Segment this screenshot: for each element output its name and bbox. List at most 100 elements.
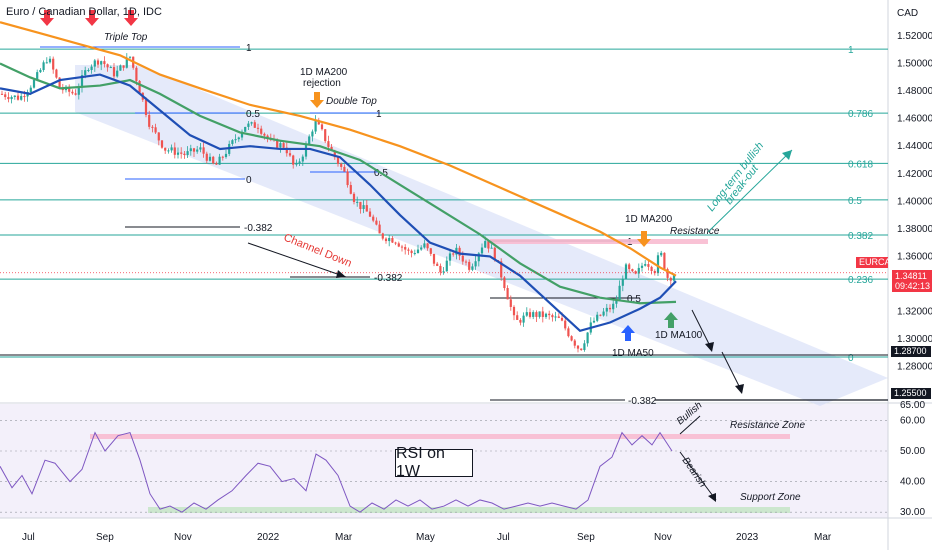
candle-body: [138, 80, 141, 93]
price-badge-text-2: 09:42:13: [895, 281, 930, 291]
price-badge-text-1: 1.34811: [895, 271, 927, 281]
price-tick-3: 1.46000: [897, 114, 932, 125]
candle-body: [208, 156, 212, 161]
time-tick-6: Jul: [497, 532, 510, 543]
candle-body: [356, 201, 359, 203]
fib-label-3: 0.5: [848, 196, 862, 207]
candle-body: [368, 211, 372, 217]
ma50-arrow-head: [621, 325, 635, 333]
fib-label-4: 0.382: [848, 231, 873, 242]
candle-body: [500, 261, 503, 278]
candle-body: [400, 246, 404, 248]
candle-body: [487, 241, 490, 249]
candle-body: [365, 205, 368, 212]
candle-body: [346, 171, 349, 186]
inner-fib-label-8: 0.5: [627, 294, 641, 305]
candle-body: [576, 345, 580, 349]
inner-fib-label-5: -0.382: [244, 223, 273, 234]
rsi-tick-0: 65.00: [900, 400, 925, 411]
candle-body: [557, 316, 560, 318]
candle-body: [167, 150, 170, 152]
candle-body: [426, 243, 429, 249]
candle-body: [573, 340, 576, 346]
ma50-line: [0, 73, 677, 333]
price-badge-text-3: 1.28700: [894, 346, 927, 356]
candle-body: [605, 307, 608, 312]
time-tick-2: Nov: [174, 532, 192, 543]
candle-body: [205, 153, 208, 161]
candle-body: [52, 58, 55, 70]
candle-body: [93, 60, 96, 67]
breakout-arrow-head: [782, 150, 792, 160]
resistance-zone-label: Resistance Zone: [730, 420, 805, 431]
candle-body: [397, 243, 400, 247]
candle-body: [160, 140, 164, 148]
candle-body: [349, 185, 352, 194]
candle-body: [471, 266, 474, 270]
ma50-label: 1D MA50: [612, 348, 654, 359]
candle-body: [423, 243, 426, 248]
candle-body: [36, 72, 39, 80]
price-tick-5: 1.42000: [897, 169, 932, 180]
candle-body: [183, 153, 186, 155]
candle-body: [29, 87, 32, 93]
candle-body: [333, 150, 336, 158]
inner-fib-label-3: 1: [376, 109, 382, 120]
rsi-tick-4: 30.00: [900, 507, 925, 518]
candle-body: [106, 64, 109, 68]
candle-body: [372, 216, 375, 221]
price-tick-11: 1.30000: [897, 334, 932, 345]
candle-body: [621, 278, 624, 286]
candle-body: [608, 307, 612, 310]
candle-body: [135, 67, 138, 81]
candle-body: [480, 247, 484, 254]
candle-body: [170, 147, 173, 151]
candle-body: [592, 320, 596, 323]
candle-body: [359, 201, 362, 210]
candle-body: [583, 343, 586, 350]
candle-body: [212, 156, 215, 164]
candle-body: [164, 147, 167, 151]
candle-body: [96, 60, 100, 65]
projection-arrow-1-head: [705, 342, 714, 352]
candle-body: [298, 161, 301, 163]
candle-body: [503, 277, 506, 289]
currency-label: CAD: [897, 8, 918, 19]
candle-body: [39, 69, 42, 73]
chart-title: Euro / Canadian Dollar, 1D, IDC: [6, 6, 162, 18]
price-badge-3: [891, 346, 931, 357]
candle-body: [196, 149, 199, 152]
rsi-tick-2: 50.00: [900, 446, 925, 457]
candle-body: [634, 271, 637, 274]
price-tick-7: 1.38000: [897, 224, 932, 235]
ma100-arrow-head: [664, 312, 678, 320]
candle-body: [42, 62, 45, 70]
resistance-band: [490, 239, 708, 244]
candle-body: [452, 253, 455, 255]
candle-body: [644, 264, 647, 266]
candle-body: [381, 233, 384, 239]
price-badge-4: [891, 388, 931, 399]
candle-body: [125, 57, 128, 68]
time-tick-0: Jul: [22, 532, 35, 543]
candle-body: [477, 253, 480, 262]
ma200-line: [0, 21, 677, 277]
candle-body: [231, 140, 234, 144]
top-arrow-2-shaft: [89, 10, 95, 18]
candle-body: [308, 136, 311, 145]
candle-body: [180, 152, 183, 154]
candle-body: [192, 148, 196, 152]
candle-body: [45, 62, 48, 64]
fib-label-0: 1: [848, 45, 854, 56]
candle-body: [276, 139, 279, 148]
rsi-tick-1: 60.00: [900, 415, 925, 426]
candle-body: [103, 61, 106, 65]
price-badge-2: [892, 281, 932, 292]
candle-body: [285, 147, 288, 154]
candle-body: [13, 95, 16, 97]
candle-body: [532, 312, 535, 317]
candle-body: [388, 238, 391, 242]
ma200-arrow-2-shaft: [641, 231, 647, 239]
ma200-label: 1D MA200: [625, 214, 673, 225]
